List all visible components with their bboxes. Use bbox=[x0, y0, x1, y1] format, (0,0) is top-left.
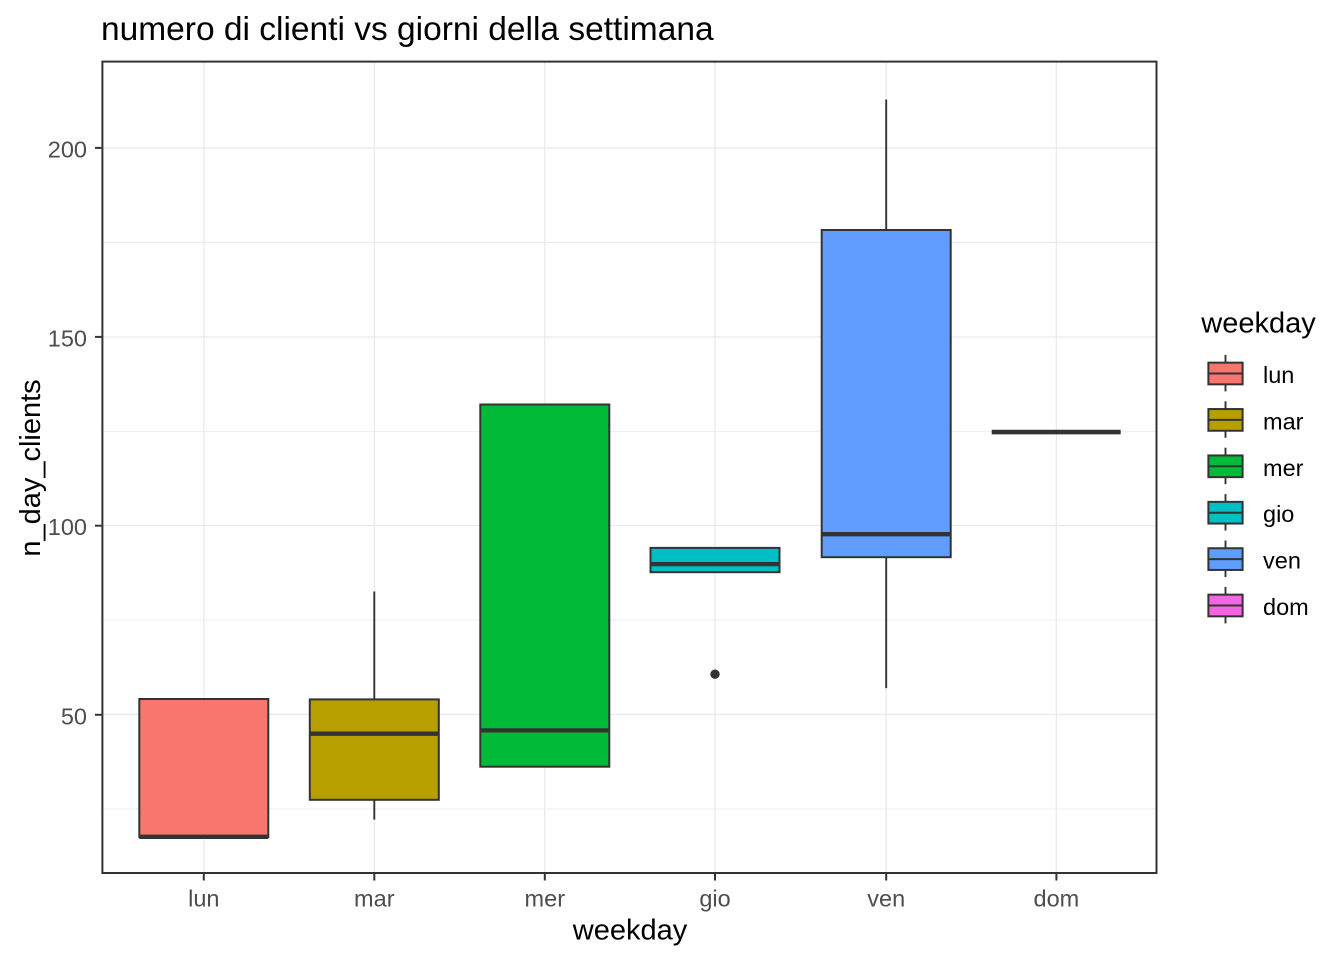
svg-text:weekday: weekday bbox=[572, 915, 688, 947]
svg-text:50: 50 bbox=[61, 703, 87, 729]
svg-text:gio: gio bbox=[699, 885, 730, 911]
svg-text:dom: dom bbox=[1034, 885, 1080, 911]
svg-text:numero di clienti vs giorni de: numero di clienti vs giorni della settim… bbox=[101, 11, 714, 48]
svg-text:lun: lun bbox=[1263, 362, 1294, 388]
svg-text:mar: mar bbox=[354, 885, 395, 911]
svg-text:100: 100 bbox=[48, 514, 87, 540]
svg-text:mer: mer bbox=[525, 885, 566, 911]
svg-text:mar: mar bbox=[1263, 408, 1304, 434]
svg-text:mer: mer bbox=[1263, 455, 1304, 481]
svg-text:200: 200 bbox=[48, 136, 87, 162]
svg-text:gio: gio bbox=[1263, 501, 1294, 527]
svg-text:ven: ven bbox=[1263, 548, 1301, 574]
svg-text:dom: dom bbox=[1263, 594, 1309, 620]
svg-text:lun: lun bbox=[188, 885, 219, 911]
svg-text:150: 150 bbox=[48, 325, 87, 351]
svg-text:weekday: weekday bbox=[1200, 308, 1316, 340]
svg-text:n_day_clients: n_day_clients bbox=[15, 379, 47, 556]
svg-text:ven: ven bbox=[867, 885, 905, 911]
